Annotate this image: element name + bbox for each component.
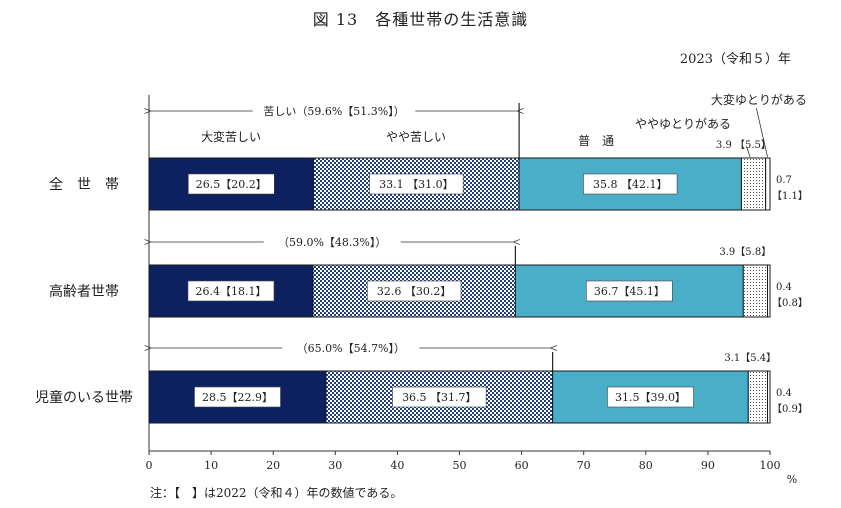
hardship-total-label: （65.0%【54.7%】）: [297, 342, 405, 355]
hardship-total-label: 苦しい（59.6%【51.3%】）: [263, 105, 404, 118]
data-label-box: [583, 173, 678, 195]
x-tick-label: 90: [701, 459, 715, 472]
series-name: 普 通: [578, 134, 614, 148]
bar-segment: [742, 264, 769, 318]
bar-segment: [312, 264, 516, 318]
data-label: 3.1【5.4】: [724, 352, 776, 364]
bar-segment: [518, 157, 742, 211]
x-tick-label: 0: [146, 459, 153, 472]
series-name: ややゆとりがある: [635, 116, 731, 131]
x-unit-label: %: [787, 473, 797, 486]
bar-segment: [747, 370, 769, 424]
data-label: 【0.9】: [772, 403, 808, 415]
data-label-box: [369, 173, 464, 195]
x-tick-label: 40: [390, 459, 404, 472]
data-label: 33.1 【31.0】: [379, 178, 453, 191]
footnote: 注：【 】は2022（令和４）年の数値である。: [150, 486, 403, 500]
data-label-box: [586, 280, 673, 302]
x-tick-label: 20: [266, 459, 280, 472]
x-tick-label: 80: [639, 459, 653, 472]
data-label-box: [607, 386, 694, 408]
data-label: 35.8 【42.1】: [593, 178, 667, 191]
data-label: 【0.8】: [772, 297, 808, 309]
data-label: 26.4【18.1】: [195, 285, 266, 298]
series-name: やや苦しい: [386, 130, 446, 144]
hardship-total-label: （59.0%【48.3%】）: [278, 236, 386, 249]
category-label: 児童のいる世帯: [35, 389, 133, 406]
leader-line: [746, 147, 751, 158]
data-label-box: [194, 386, 281, 408]
data-label: 28.5【22.9】: [202, 391, 273, 404]
x-tick-label: 60: [515, 459, 529, 472]
data-label: 36.5 【31.7】: [402, 391, 476, 404]
data-label: 【1.1】: [772, 190, 808, 202]
data-label: 0.4: [776, 282, 792, 293]
data-label-box: [392, 386, 487, 408]
x-tick-label: 30: [328, 459, 342, 472]
data-label: 0.4: [776, 388, 792, 399]
data-label: 36.7【45.1】: [594, 285, 665, 298]
series-name: 大変苦しい: [201, 129, 261, 144]
leader-line: [755, 107, 768, 158]
bar-segment: [740, 157, 767, 211]
data-label: 3.9 【5.5】: [716, 139, 771, 151]
data-label-box: [187, 280, 275, 302]
year-label: 2023（令和５）年: [679, 52, 791, 67]
x-tick-label: 50: [453, 459, 467, 472]
series-name: 大変ゆとりがある: [711, 92, 807, 107]
chart-title: 図 13 各種世帯の生活意識: [312, 10, 529, 29]
data-label-box: [367, 280, 462, 302]
data-label: 31.5【39.0】: [615, 391, 686, 404]
data-label: 3.9【5.8】: [719, 246, 771, 258]
data-label: 26.5【20.2】: [196, 178, 267, 191]
bar-segment: [765, 157, 771, 211]
data-label-box: [187, 173, 275, 195]
category-label: 全 世 帯: [49, 176, 119, 193]
x-tick-label: 10: [204, 459, 218, 472]
x-tick-label: 100: [760, 459, 781, 472]
bar-segment: [767, 370, 771, 424]
x-tick-label: 70: [577, 459, 591, 472]
data-label: 32.6 【30.2】: [377, 285, 451, 298]
data-label: 0.7: [776, 175, 792, 186]
bar-segment: [767, 264, 771, 318]
category-label: 高齢者世帯: [49, 283, 119, 300]
